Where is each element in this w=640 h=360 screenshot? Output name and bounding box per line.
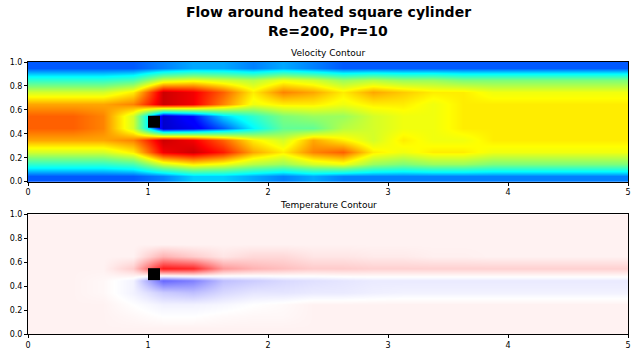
- svg-text:0.2: 0.2: [10, 154, 23, 163]
- svg-text:0.8: 0.8: [10, 82, 23, 91]
- svg-text:1: 1: [145, 341, 150, 350]
- svg-text:1.0: 1.0: [10, 210, 23, 219]
- svg-text:0: 0: [25, 341, 30, 350]
- svg-text:0.0: 0.0: [10, 330, 23, 339]
- svg-text:4: 4: [505, 188, 510, 197]
- svg-text:0.4: 0.4: [10, 282, 23, 291]
- svg-text:0.2: 0.2: [10, 306, 23, 315]
- svg-text:2: 2: [265, 341, 270, 350]
- svg-text:3: 3: [385, 341, 390, 350]
- svg-text:Temperature Contour: Temperature Contour: [280, 200, 377, 210]
- svg-text:Velocity Contour: Velocity Contour: [291, 48, 365, 58]
- svg-text:0.8: 0.8: [10, 234, 23, 243]
- svg-text:4: 4: [505, 341, 510, 350]
- svg-text:0: 0: [25, 188, 30, 197]
- svg-text:5: 5: [625, 341, 630, 350]
- svg-text:0.6: 0.6: [10, 258, 23, 267]
- svg-text:0.0: 0.0: [10, 177, 23, 186]
- svg-text:0.4: 0.4: [10, 130, 23, 139]
- svg-text:3: 3: [385, 188, 390, 197]
- svg-text:Re=200, Pr=10: Re=200, Pr=10: [268, 23, 388, 39]
- svg-text:Flow around heated square cyli: Flow around heated square cylinder: [186, 4, 471, 20]
- svg-text:0.6: 0.6: [10, 106, 23, 115]
- svg-text:1.0: 1.0: [10, 58, 23, 67]
- svg-text:5: 5: [625, 188, 630, 197]
- svg-text:1: 1: [145, 188, 150, 197]
- svg-text:2: 2: [265, 188, 270, 197]
